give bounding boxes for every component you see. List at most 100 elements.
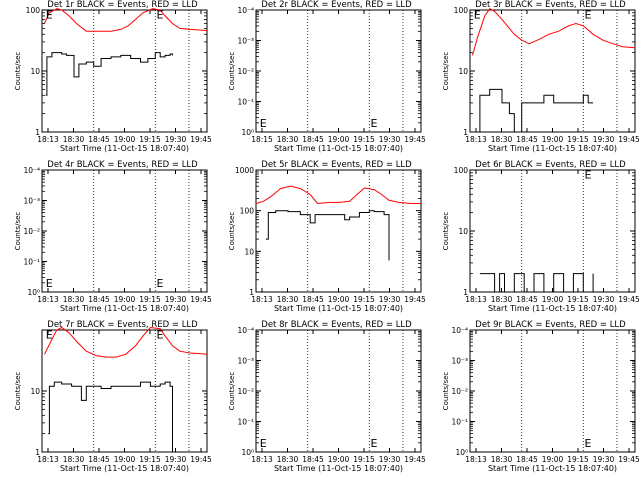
chart-title: Det 7r BLACK = Events, RED = LLD — [47, 320, 198, 330]
x-tick-label: 18:30 — [277, 135, 299, 144]
chart-panel: Det 4r BLACK = Events, RED = LLD 10⁰ 10⁻¹ 1… — [14, 160, 212, 313]
x-tick-label: 18:45 — [516, 455, 538, 464]
x-tick-label: 19:00 — [114, 295, 136, 304]
x-tick-label: 19:45 — [404, 135, 426, 144]
x-tick-label: 19:45 — [618, 455, 640, 464]
x-tick-label: 19:00 — [114, 135, 136, 144]
x-tick-label: 19:45 — [618, 135, 640, 144]
x-tick-label: 19:30 — [379, 455, 401, 464]
chart-panel: Det 8r BLACK = Events, RED = LLD 10⁰ 10⁻¹ 1… — [228, 320, 426, 473]
x-tick-label: 19:30 — [379, 295, 401, 304]
y-tick-label: 100 — [454, 6, 469, 15]
x-axis-label: Start Time (11-Oct-15 18:07:40) — [274, 304, 403, 313]
e-marker: E — [371, 117, 378, 130]
plot-frame — [255, 329, 422, 453]
x-tick-label: 19:45 — [190, 295, 212, 304]
events-series-line — [48, 381, 173, 452]
x-tick-label: 18:30 — [491, 135, 513, 144]
y-tick-label: 10⁻¹ — [451, 418, 468, 427]
x-tick-label: 19:15 — [567, 295, 589, 304]
x-tick-label: 18:15 — [251, 135, 273, 144]
y-tick-label: 1 — [35, 448, 40, 457]
x-tick-label: 19:00 — [542, 295, 564, 304]
y-tick-label: 10⁻³ — [237, 37, 254, 46]
x-tick-label: 19:30 — [165, 455, 187, 464]
x-tick-label: 18:30 — [63, 295, 85, 304]
x-tick-label: 19:15 — [353, 295, 375, 304]
plot-frame — [41, 169, 208, 293]
x-tick-label: 19:15 — [353, 455, 375, 464]
y-axis-label: Counts/sec — [442, 212, 450, 251]
x-tick-label: 18:13 — [37, 295, 59, 304]
chart-title: Det 2r BLACK = Events, RED = LLD — [261, 0, 412, 10]
chart-title: Det 3r BLACK = Events, RED = LLD — [475, 0, 626, 10]
plot-frame — [41, 329, 208, 453]
y-tick-label: 10⁻¹ — [23, 258, 40, 267]
y-tick-label: 1 — [35, 128, 40, 137]
y-tick-label: 10⁻³ — [237, 357, 254, 366]
chart-title: Det 6r BLACK = Events, RED = LLD — [475, 160, 626, 170]
chart-title: Det 8r BLACK = Events, RED = LLD — [261, 320, 412, 330]
e-marker: E — [157, 277, 164, 290]
x-tick-label: 18:13 — [465, 295, 487, 304]
y-tick-label: 10⁻³ — [451, 357, 468, 366]
lld-series-line — [255, 185, 421, 205]
x-tick-label: 18:45 — [302, 455, 324, 464]
y-axis-label: Counts/sec — [14, 52, 22, 91]
x-tick-label: 19:45 — [190, 135, 212, 144]
x-tick-label: 18:13 — [37, 135, 59, 144]
y-tick-label: 10⁻² — [237, 67, 254, 76]
y-tick-label: 1000 — [235, 166, 254, 175]
y-tick-label: 10⁰ — [455, 448, 468, 457]
chart-panel: Det 9r BLACK = Events, RED = LLD 10⁰ 10⁻¹ 1… — [442, 320, 640, 473]
x-tick-label: 18:30 — [277, 455, 299, 464]
plot-frame — [469, 329, 636, 453]
x-tick-label: 18:45 — [516, 135, 538, 144]
y-tick-label: 1 — [249, 288, 254, 297]
x-axis-label: Start Time (11-Oct-15 18:07:40) — [60, 464, 189, 473]
y-axis-label: Counts/sec — [228, 372, 236, 411]
x-tick-label: 18:13 — [251, 295, 273, 304]
y-tick-label: 10⁻¹ — [237, 418, 254, 427]
x-tick-label: 19:30 — [379, 135, 401, 144]
plot-frame — [255, 9, 422, 133]
x-tick-label: 19:00 — [114, 455, 136, 464]
x-tick-label: 19:30 — [593, 135, 615, 144]
lld-series-line — [472, 8, 636, 56]
e-marker: E — [157, 8, 164, 21]
y-tick-label: 100 — [240, 207, 255, 216]
x-tick-label: 19:00 — [328, 295, 350, 304]
y-tick-label: 10⁻⁴ — [237, 326, 254, 335]
y-axis-label: Counts/sec — [442, 52, 450, 91]
y-tick-label: 10 — [30, 67, 40, 76]
events-series-line — [479, 273, 594, 293]
e-marker: E — [260, 117, 267, 130]
x-tick-label: 18:13 — [37, 455, 59, 464]
y-axis-label: Counts/sec — [228, 212, 236, 251]
x-tick-label: 19:30 — [165, 135, 187, 144]
events-series-line — [478, 88, 594, 133]
chart-title: Det 9r BLACK = Events, RED = LLD — [475, 320, 626, 330]
e-marker: E — [474, 8, 481, 21]
y-tick-label: 100 — [26, 6, 41, 15]
y-tick-label: 10⁻⁴ — [23, 166, 40, 175]
y-tick-label: 10⁰ — [241, 128, 254, 137]
x-tick-label: 19:45 — [190, 455, 212, 464]
x-tick-label: 19:45 — [404, 455, 426, 464]
x-axis-label: Start Time (11-Oct-15 18:07:40) — [488, 304, 617, 313]
events-series-line — [45, 52, 173, 96]
y-tick-label: 10⁻¹ — [237, 98, 254, 107]
x-tick-label: 18:13 — [465, 455, 487, 464]
e-marker: E — [260, 437, 267, 450]
x-tick-label: 19:30 — [593, 455, 615, 464]
e-marker: E — [585, 437, 592, 450]
y-tick-label: 1 — [463, 288, 468, 297]
x-tick-label: 19:30 — [593, 295, 615, 304]
e-marker: E — [585, 168, 592, 181]
x-tick-label: 18:30 — [63, 455, 85, 464]
x-axis-label: Start Time (11-Oct-15 18:07:40) — [488, 144, 617, 153]
e-marker: E — [46, 8, 53, 21]
y-tick-label: 1 — [463, 128, 468, 137]
